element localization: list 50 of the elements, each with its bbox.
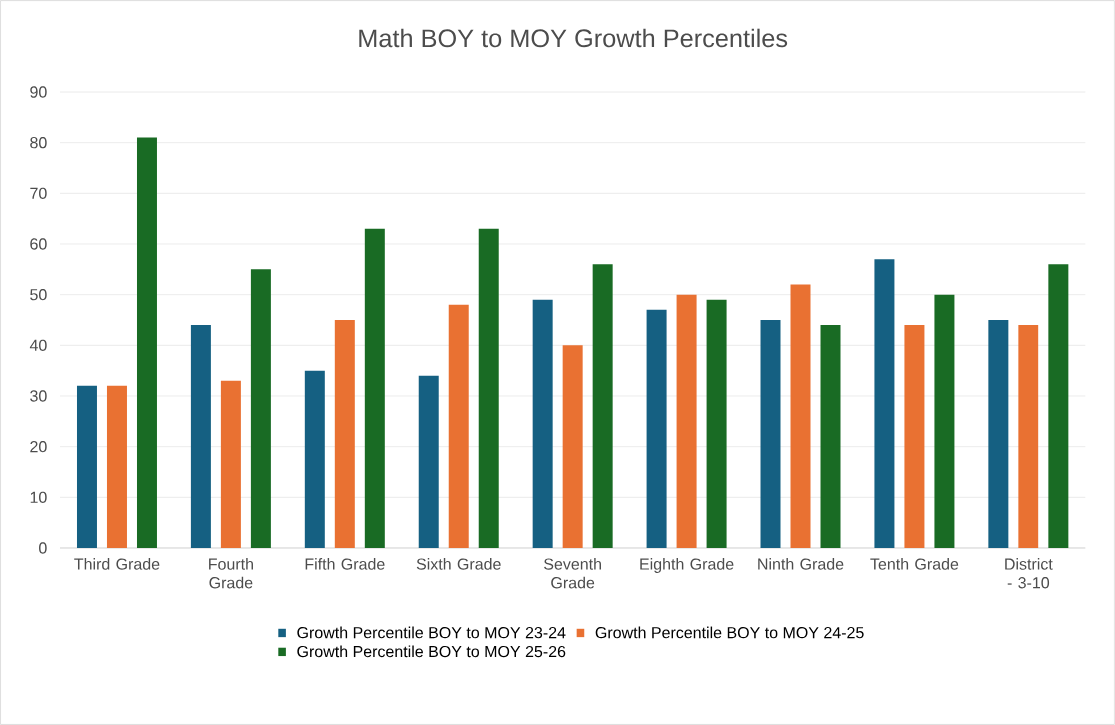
bar [646,309,667,548]
x-tick-label: Fifth Grade [305,558,385,570]
bar [790,284,811,548]
bar [706,299,727,548]
bar [190,325,211,548]
bar [760,320,781,548]
bar [820,325,841,548]
legend-label: Growth Percentile BOY to MOY 23-24 [297,626,566,639]
bar [1018,325,1039,548]
x-tick-label: Third Grade [74,558,160,570]
x-tick-label: Fourth Grade [209,558,253,589]
bar [418,375,439,548]
x-tick-label: District - 3-10 [1005,558,1053,589]
bar [448,304,469,548]
x-tick-label: Eighth Grade [640,558,734,573]
bar [562,345,583,548]
y-tick-label: 0 [39,542,47,554]
y-tick-label: 50 [30,289,47,301]
x-tick-label: Sixth Grade [416,558,501,570]
bar [988,320,1009,548]
bar [874,259,895,548]
legend-label: Growth Percentile BOY to MOY 24-25 [595,626,864,639]
y-tick-label: 60 [30,238,47,250]
bar [136,137,157,548]
bar [364,228,385,548]
bar [334,320,355,548]
bar [220,380,241,548]
x-tick-label: Seventh Grade [544,558,601,589]
y-tick-label: 40 [29,339,47,351]
chart-title: Math BOY to MOY Growth Percentiles [359,28,788,48]
bar [106,385,127,548]
y-tick-label: 70 [30,187,47,199]
bar [76,385,97,548]
bar [904,325,925,548]
bar [304,370,325,548]
y-tick-label: 80 [30,137,47,149]
bar [478,228,499,548]
y-tick-label: 90 [30,86,47,98]
x-tick-label: Tenth Grade [870,558,959,570]
y-tick-label: 10 [30,491,47,503]
bar [592,264,613,548]
y-tick-label: 20 [30,441,47,453]
y-tick-label: 30 [30,390,47,402]
x-tick-label: Ninth Grade [758,558,844,570]
bar [250,269,271,548]
bar [1048,264,1069,548]
bar [934,294,955,548]
legend-label: Growth Percentile BOY to MOY 25-26 [297,645,566,658]
bar [532,299,553,548]
bar [676,294,697,548]
